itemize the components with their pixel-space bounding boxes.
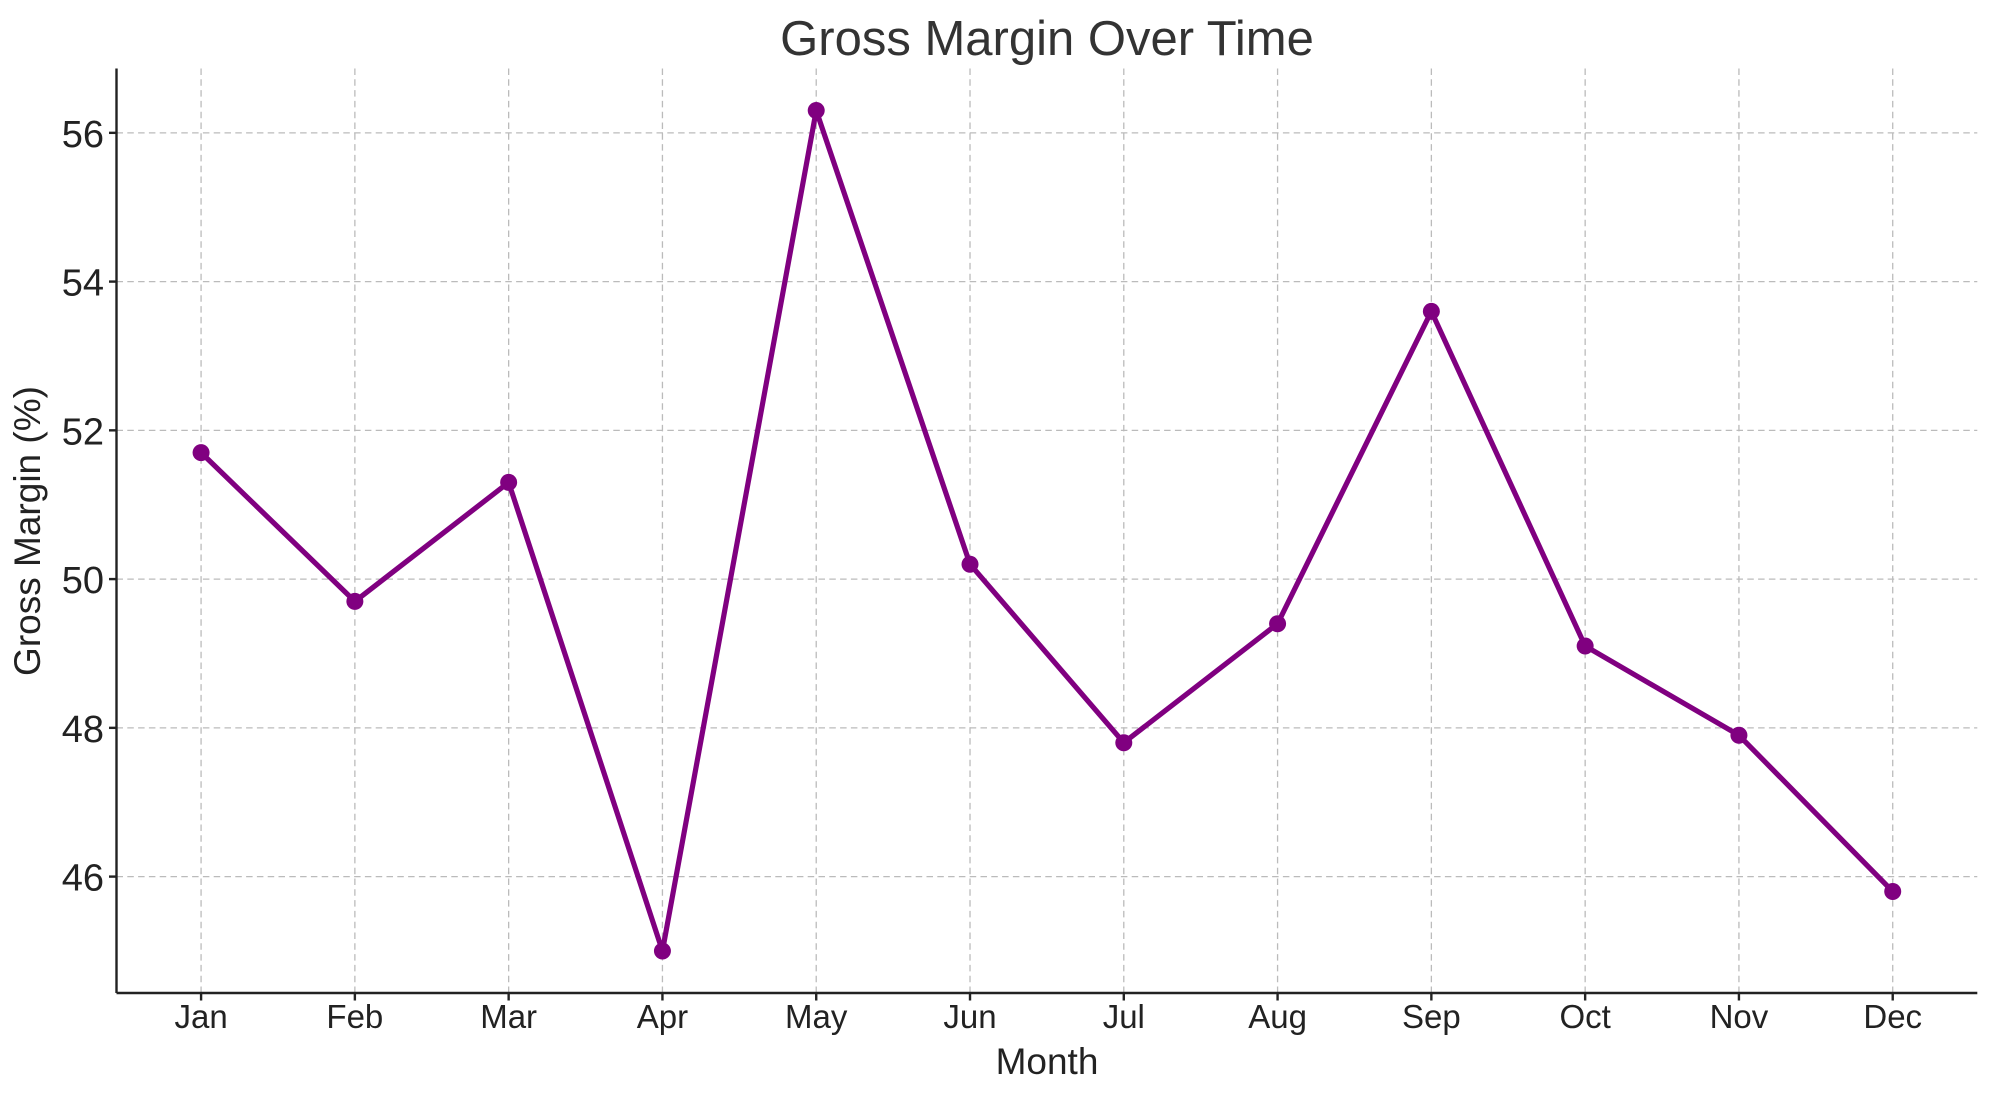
svg-text:May: May xyxy=(785,998,848,1035)
svg-text:Nov: Nov xyxy=(1710,998,1769,1035)
svg-text:Mar: Mar xyxy=(480,998,537,1035)
svg-text:Jul: Jul xyxy=(1103,998,1145,1035)
svg-text:56: 56 xyxy=(62,114,104,156)
svg-text:Jun: Jun xyxy=(943,998,996,1035)
svg-text:Sep: Sep xyxy=(1402,998,1461,1035)
svg-text:Gross Margin (%): Gross Margin (%) xyxy=(7,386,48,676)
svg-text:Dec: Dec xyxy=(1863,998,1922,1035)
svg-text:Gross Margin Over Time: Gross Margin Over Time xyxy=(780,12,1314,66)
svg-text:Month: Month xyxy=(996,1041,1099,1082)
svg-text:52: 52 xyxy=(62,411,104,453)
svg-text:Oct: Oct xyxy=(1559,998,1610,1035)
svg-text:Feb: Feb xyxy=(326,998,383,1035)
svg-text:Aug: Aug xyxy=(1248,998,1307,1035)
svg-text:50: 50 xyxy=(62,560,104,602)
svg-text:48: 48 xyxy=(62,709,104,751)
svg-text:46: 46 xyxy=(62,858,104,900)
svg-text:Apr: Apr xyxy=(637,998,688,1035)
svg-text:54: 54 xyxy=(62,263,104,305)
svg-text:Jan: Jan xyxy=(174,998,227,1035)
